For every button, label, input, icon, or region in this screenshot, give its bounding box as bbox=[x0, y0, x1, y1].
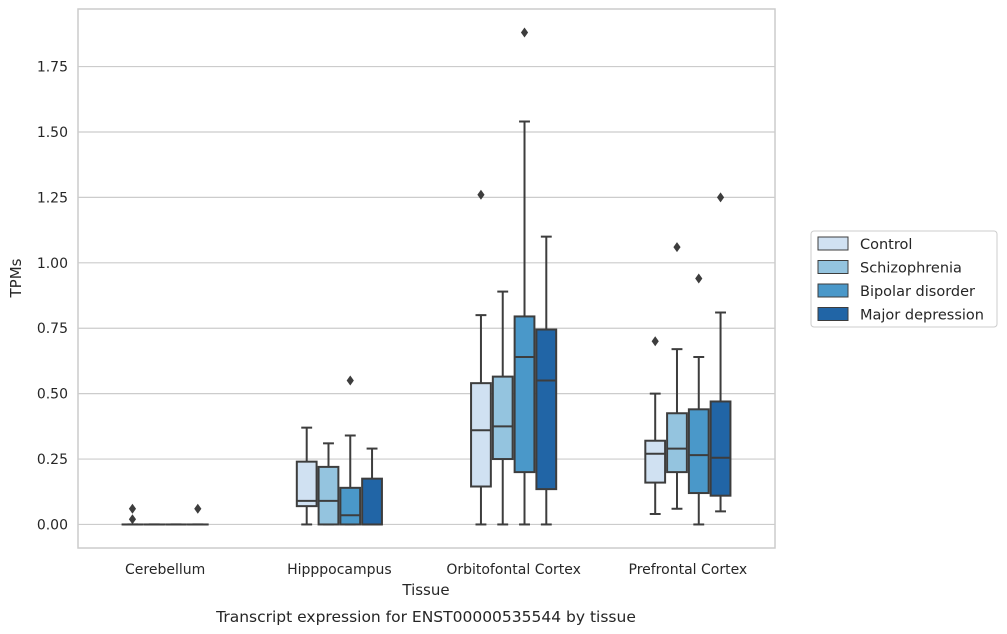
x-tick-labels: Cerebellum Hipppocampus Orbitofontal Corte… bbox=[125, 562, 747, 578]
legend: Control Schizophrenia Bipolar disorder Majo… bbox=[810, 230, 998, 328]
box-iqr bbox=[666, 412, 688, 474]
legend-entry: Major depression bbox=[817, 307, 984, 324]
box-group bbox=[687, 273, 710, 526]
outlier-point bbox=[346, 375, 354, 386]
box-iqr bbox=[470, 382, 492, 488]
y-tick-label: 1.75 bbox=[37, 60, 68, 76]
y-tick-label: 1.25 bbox=[37, 190, 68, 206]
box-group bbox=[470, 189, 492, 526]
plot-frame bbox=[77, 8, 776, 549]
legend-swatch bbox=[817, 307, 849, 321]
box-group bbox=[339, 375, 362, 526]
box-iqr bbox=[687, 408, 710, 495]
chart-caption: Transcript expression for ENST0000053554… bbox=[215, 608, 636, 626]
box-iqr bbox=[295, 460, 318, 508]
boxes-layer bbox=[121, 27, 732, 526]
grid-lines bbox=[78, 65, 775, 526]
legend-label: Control bbox=[860, 237, 912, 253]
outlier-point bbox=[128, 503, 137, 514]
legend-swatch bbox=[817, 236, 849, 251]
box-group bbox=[513, 27, 536, 526]
legend-label: Major depression bbox=[860, 308, 984, 324]
box-group bbox=[666, 242, 688, 510]
legend-swatch bbox=[817, 260, 849, 274]
box-iqr bbox=[491, 375, 514, 461]
legend-entry: Bipolar disorder bbox=[817, 283, 975, 300]
outlier-point bbox=[716, 192, 725, 203]
box-group bbox=[361, 447, 383, 526]
y-tick-label: 0.25 bbox=[37, 452, 68, 468]
box-group bbox=[295, 426, 318, 526]
box-iqr bbox=[535, 328, 558, 491]
outlier-point bbox=[673, 242, 681, 253]
y-tick-label: 1.00 bbox=[37, 256, 68, 272]
legend-swatch bbox=[817, 283, 849, 298]
legend-entry: Schizophrenia bbox=[817, 260, 962, 277]
outlier-point bbox=[520, 27, 529, 38]
y-tick-label: 0.75 bbox=[37, 321, 68, 337]
legend-frame bbox=[810, 230, 998, 328]
outlier-point bbox=[194, 503, 202, 514]
outlier-point bbox=[477, 189, 485, 200]
legend-label: Bipolar disorder bbox=[860, 284, 975, 300]
x-tick-label: Cerebellum bbox=[125, 562, 205, 578]
y-tick-labels: 0.00 0.25 0.50 0.75 1.00 1.25 1.50 1.75 bbox=[37, 60, 68, 534]
x-tick-label: Orbitofontal Cortex bbox=[446, 562, 581, 578]
box-iqr bbox=[513, 315, 536, 474]
legend-label: Schizophrenia bbox=[860, 261, 962, 277]
box-group bbox=[186, 503, 209, 526]
y-tick-label: 0.00 bbox=[37, 517, 68, 533]
outlier-point bbox=[695, 273, 703, 284]
box-iqr bbox=[361, 477, 383, 526]
x-axis-title: Tissue bbox=[401, 581, 449, 599]
y-tick-label: 0.50 bbox=[37, 387, 68, 403]
box-group bbox=[121, 503, 144, 526]
x-tick-label: Hipppocampus bbox=[287, 562, 392, 578]
box-group bbox=[535, 235, 558, 526]
y-tick-label: 1.50 bbox=[37, 125, 68, 141]
box-group bbox=[709, 192, 732, 513]
y-axis-title: TPMs bbox=[7, 258, 25, 298]
box-iqr bbox=[317, 465, 340, 526]
box-group bbox=[644, 336, 667, 515]
box-group bbox=[317, 442, 340, 526]
legend-entry: Control bbox=[817, 236, 912, 253]
box-group bbox=[491, 290, 514, 526]
box-iqr bbox=[709, 400, 732, 497]
x-tick-label: Prefrontal Cortex bbox=[629, 562, 748, 578]
outlier-point bbox=[128, 514, 137, 525]
box-iqr bbox=[339, 486, 362, 526]
outlier-point bbox=[651, 336, 659, 347]
box-iqr bbox=[644, 439, 667, 484]
